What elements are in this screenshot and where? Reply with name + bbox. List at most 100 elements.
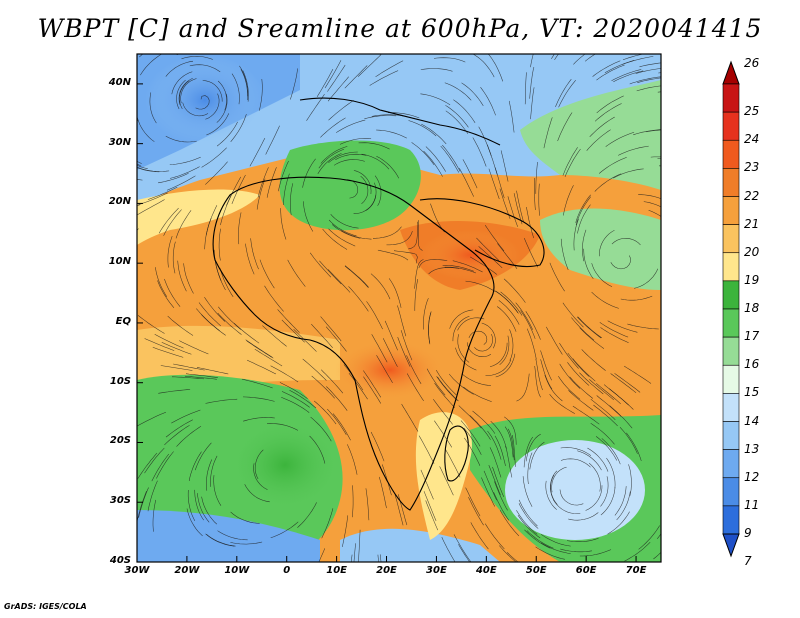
streamline [333, 159, 365, 166]
streamline [546, 326, 563, 355]
colorbar [722, 60, 740, 558]
streamline [186, 508, 203, 537]
streamline [277, 309, 300, 333]
lat-label: EQ [115, 315, 131, 327]
streamline [499, 509, 520, 537]
streamline [653, 551, 661, 560]
lat-label: 40N [108, 76, 131, 88]
lon-label: 60E [575, 565, 597, 576]
streamline [278, 160, 289, 192]
streamline [529, 66, 535, 99]
nw-cyclone-shade [145, 55, 265, 145]
streamline [179, 340, 209, 355]
streamline [579, 372, 604, 395]
streamline [164, 425, 190, 446]
streamline [144, 338, 175, 351]
streamline [164, 278, 181, 307]
streamline [490, 421, 507, 449]
streamline [406, 373, 424, 402]
streamline [504, 416, 517, 445]
streamline [442, 265, 474, 272]
streamline [322, 228, 348, 250]
streamline [344, 265, 369, 288]
streamline [240, 68, 248, 101]
streamline [489, 447, 502, 478]
streamline [303, 201, 314, 232]
streamline [177, 260, 187, 292]
streamline [253, 463, 268, 490]
streamline [596, 64, 625, 81]
streamline [397, 305, 407, 337]
streamline [462, 159, 478, 189]
streamline [158, 207, 179, 234]
streamline [591, 263, 613, 287]
streamline [505, 445, 513, 478]
streamline [558, 375, 581, 400]
lon-label: 10E [326, 565, 347, 576]
streamline [327, 76, 349, 102]
streamline [560, 458, 591, 468]
streamline [281, 391, 310, 408]
streamline [178, 78, 193, 105]
streamline [340, 230, 372, 240]
streamline [478, 246, 503, 269]
colorbar-label: 16 [744, 357, 760, 372]
streamline [375, 60, 404, 78]
streamline [290, 183, 294, 216]
streamline [420, 68, 453, 72]
colorbar-label: 14 [744, 413, 760, 428]
streamline [585, 485, 603, 511]
streamline [468, 330, 488, 345]
streamline [572, 358, 596, 382]
streamline [183, 263, 194, 294]
streamline [611, 238, 641, 246]
lon-label: 40E [475, 565, 497, 576]
streamline [463, 386, 492, 402]
streamline [444, 448, 461, 478]
streamline [461, 82, 484, 107]
streamline [321, 508, 334, 539]
streamline [231, 73, 240, 105]
streamline [351, 554, 353, 562]
streamline [470, 522, 489, 550]
streamline [197, 493, 210, 523]
streamline [440, 145, 460, 173]
streamline [397, 494, 408, 526]
streamline [171, 409, 201, 424]
streamline [495, 353, 516, 378]
streamline [204, 218, 212, 250]
streamline [182, 102, 209, 117]
streamline [478, 126, 492, 157]
streamline [210, 455, 218, 487]
streamline [358, 142, 390, 150]
streamline [455, 347, 477, 371]
lat-label: 40S [109, 555, 131, 566]
streamline [206, 113, 230, 136]
streamline [184, 375, 217, 380]
colorbar-label: 23 [744, 160, 760, 175]
streamline [137, 315, 165, 334]
streamline [534, 365, 541, 398]
streamline [205, 398, 238, 404]
streamline [562, 147, 578, 176]
streamline [176, 79, 186, 110]
colorbar-label: 19 [744, 272, 760, 287]
streamline [328, 228, 356, 247]
streamline [230, 511, 260, 524]
streamline [559, 363, 581, 389]
streamline [577, 204, 591, 234]
streamline [423, 491, 437, 522]
streamline [344, 65, 368, 89]
streamline [241, 378, 273, 389]
colorbar-segment [722, 83, 740, 113]
streamline [634, 268, 659, 289]
streamline [357, 54, 382, 77]
colorbar-segment [722, 505, 740, 535]
colorbar-label: 24 [744, 132, 760, 147]
grads-credit: GrADS: IGES/COLA [4, 602, 87, 611]
streamline [254, 449, 264, 480]
streamline [414, 259, 424, 289]
streamline [457, 317, 485, 331]
streamline [217, 80, 227, 111]
